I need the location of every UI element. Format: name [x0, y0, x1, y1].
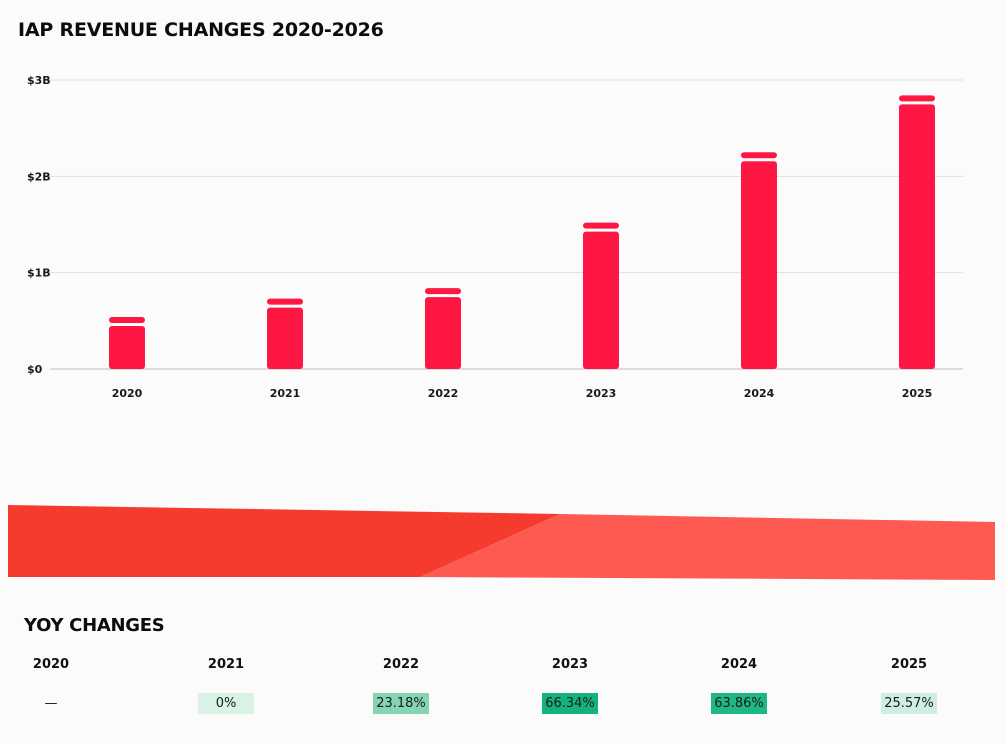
x-tick-label: 2025: [902, 387, 933, 400]
x-tick-label: 2022: [428, 387, 459, 400]
y-tick-label: $2B: [27, 170, 51, 183]
x-tick-label: 2024: [744, 387, 775, 400]
decorative-band: [8, 505, 995, 580]
x-tick-label: 2020: [112, 387, 143, 400]
band-light: [420, 514, 995, 580]
y-tick-label: $0: [27, 363, 43, 376]
yoy-year-label: 2025: [890, 657, 928, 672]
yoy-year-label: 2021: [207, 657, 245, 672]
yoy-change-badge: 66.34%: [542, 693, 598, 714]
yoy-change-badge: —: [44, 696, 58, 711]
bar: [583, 231, 619, 369]
yoy-change-badge: 63.86%: [711, 693, 767, 714]
yoy-change-badge: 23.18%: [373, 693, 429, 714]
bar-cap: [899, 95, 935, 102]
bar: [741, 161, 777, 369]
bar-cap: [741, 152, 777, 159]
y-tick-label: $1B: [27, 267, 51, 280]
bar: [109, 325, 145, 369]
x-tick-label: 2023: [586, 387, 617, 400]
bar: [425, 297, 461, 369]
bar-cap: [425, 288, 461, 295]
yoy-year-label: 2022: [382, 657, 420, 672]
chart-title: IAP REVENUE CHANGES 2020-2026: [18, 19, 384, 41]
bar: [899, 104, 935, 369]
y-tick-label: $3B: [27, 74, 51, 87]
yoy-year-label: 2020: [32, 657, 70, 672]
bar-chart: $0 $1B $2B $3B 2020 2021 2022 2023 2024 2025: [27, 74, 963, 400]
x-tick-label: 2021: [270, 387, 301, 400]
bar: [267, 307, 303, 369]
bar-cap: [583, 222, 619, 229]
bar-cap: [109, 316, 145, 323]
yoy-year-label: 2024: [720, 657, 758, 672]
band-dark: [8, 505, 560, 577]
yoy-year-label: 2023: [551, 657, 589, 672]
yoy-change-badge: 0%: [198, 693, 254, 714]
bar-cap: [267, 298, 303, 305]
yoy-change-badge: 25.57%: [881, 693, 937, 714]
yoy-title: YOY CHANGES: [24, 615, 165, 636]
